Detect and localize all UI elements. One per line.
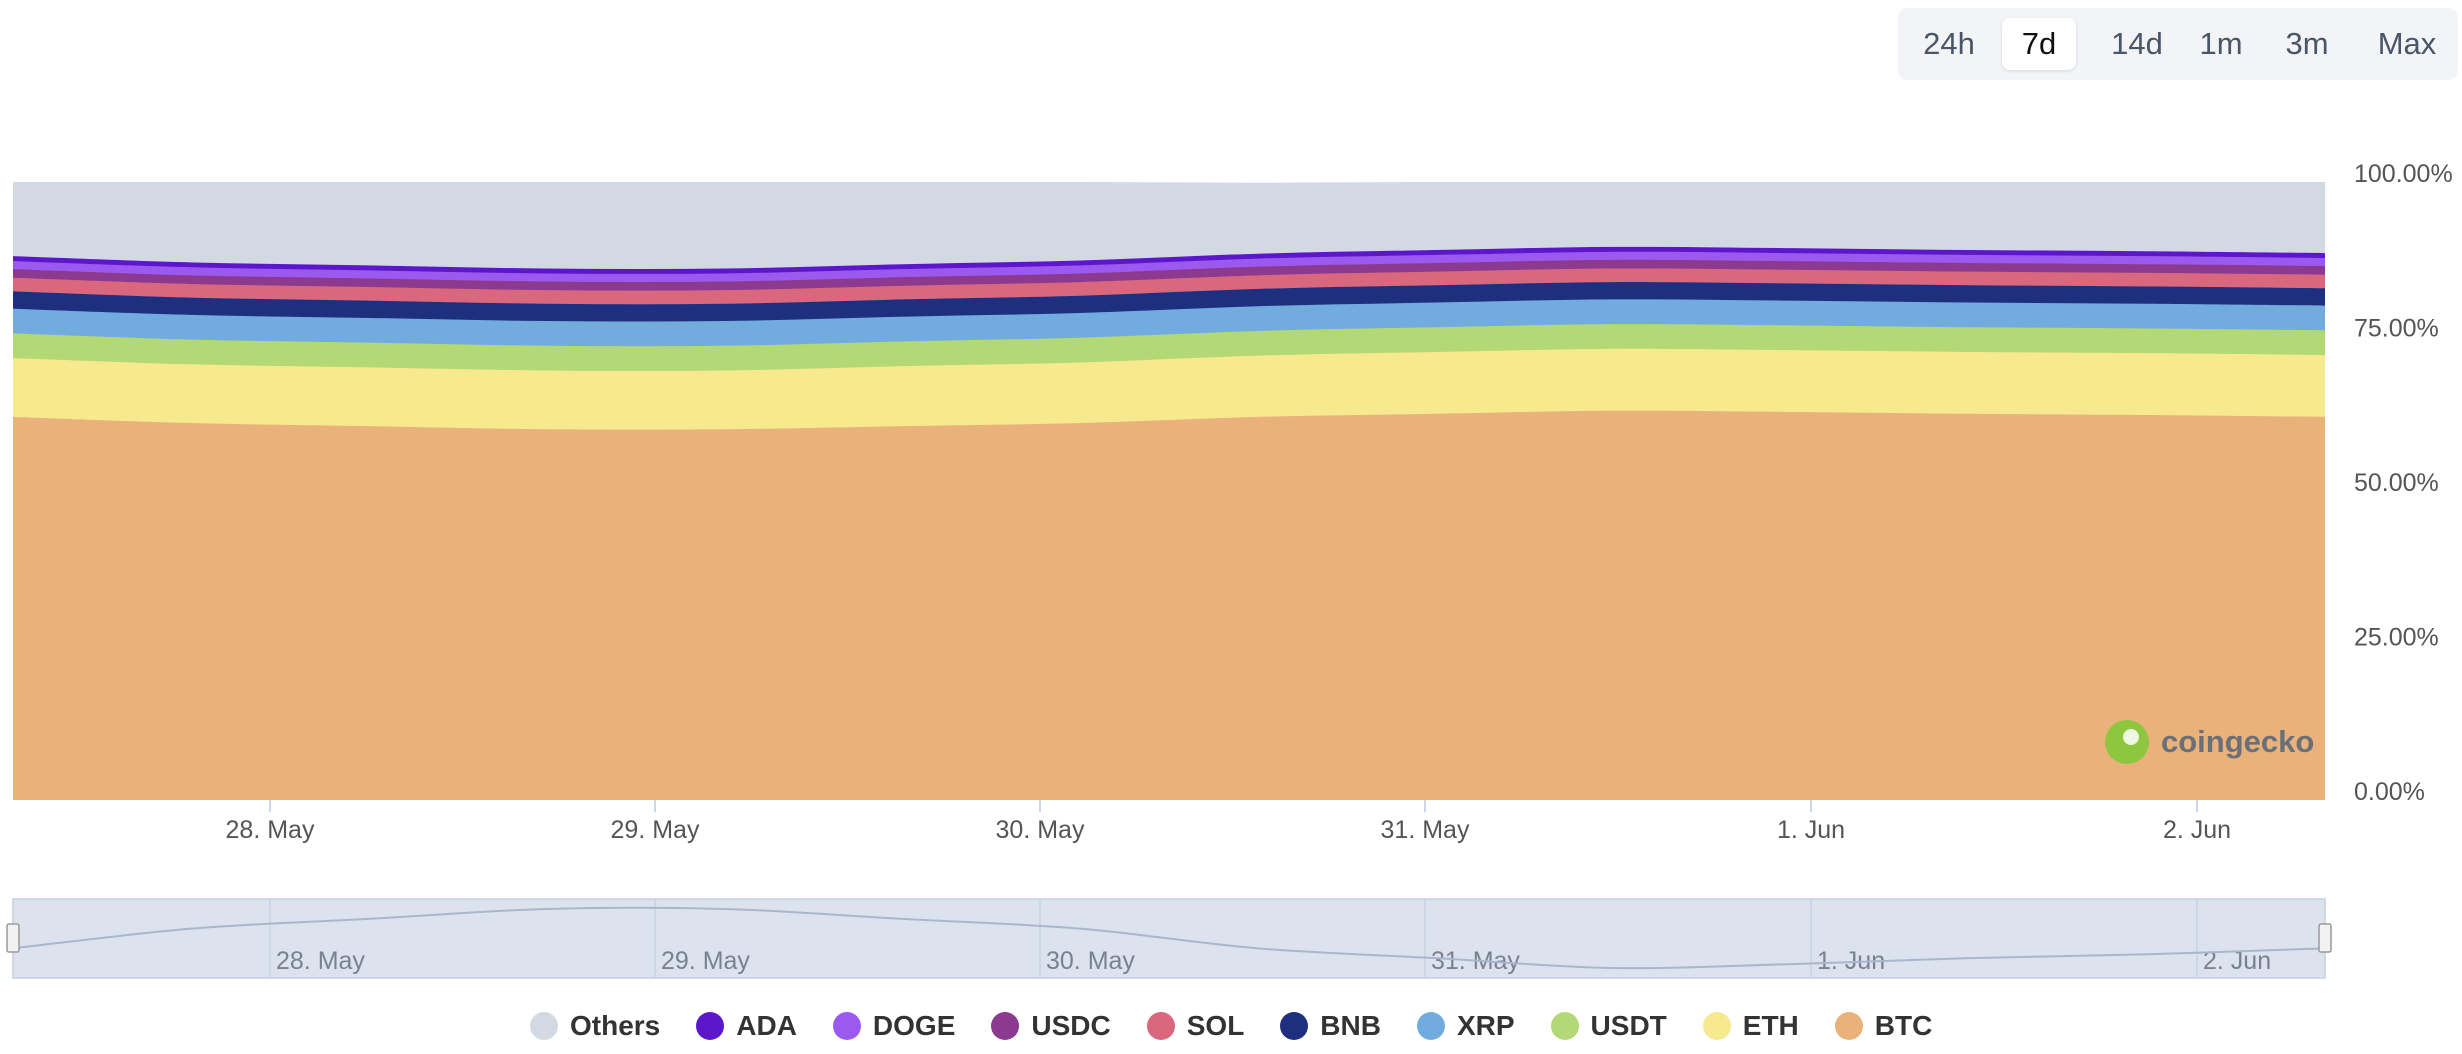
y-tick-label: 75.00%	[2354, 315, 2439, 343]
area-series-others	[13, 181, 2325, 269]
range-button-14d[interactable]: 14d	[2111, 26, 2163, 61]
legend-label: BNB	[1320, 1010, 1381, 1041]
legend-swatch	[696, 1012, 725, 1040]
coingecko-logo-icon	[2105, 720, 2149, 764]
legend-item-others[interactable]: Others	[530, 1010, 660, 1042]
navigator-line	[12, 906, 2326, 970]
area-series-btc	[13, 410, 2325, 800]
watermark-text: coingecko	[2161, 724, 2315, 759]
area-series-ada	[13, 246, 2325, 274]
legend-swatch	[530, 1012, 558, 1040]
legend-swatch	[1146, 1012, 1175, 1040]
y-tick-label: 100.00%	[2354, 160, 2453, 188]
legend-label: USDC	[1031, 1010, 1111, 1041]
y-tick-label: 0.00%	[2354, 778, 2425, 806]
stacked-area-chart: 28. May 29. May 30. May 31. May 1. Jun 2. Jun…	[6, 160, 2453, 979]
legend-label: XRP	[1456, 1010, 1515, 1041]
legend-label: Others	[570, 1010, 661, 1041]
legend-label: ADA	[736, 1010, 797, 1041]
x-tick-label: 29. May	[611, 816, 700, 844]
chart-legend: Others ADA DOGE USDC SOL BNB XRP USDT ETH BTC	[530, 1006, 1968, 1046]
range-button-3m[interactable]: 3m	[2285, 26, 2329, 61]
legend-swatch	[832, 1012, 861, 1040]
area-series-bnb	[13, 282, 2325, 322]
legend-item-usdt[interactable]: USDT	[1550, 1010, 1667, 1042]
area-series-eth	[13, 348, 2325, 430]
legend-item-btc[interactable]: BTC	[1834, 1010, 1933, 1042]
legend-label: DOGE	[872, 1010, 956, 1041]
area-series-usdt	[13, 324, 2325, 371]
legend-item-eth[interactable]: ETH	[1702, 1010, 1799, 1042]
x-tick-label: 31. May	[1381, 816, 1470, 844]
area-series-xrp	[13, 299, 2325, 347]
range-button-7d[interactable]: 7d	[2002, 18, 2076, 70]
navigator-left-handle[interactable]	[6, 923, 20, 953]
navigator-tick-label: 30. May	[1046, 947, 1135, 975]
range-button-1m[interactable]: 1m	[2199, 26, 2243, 61]
legend-item-ada[interactable]: ADA	[696, 1010, 797, 1042]
range-button-24h[interactable]: 24h	[1923, 26, 1975, 61]
range-button-max[interactable]: Max	[2377, 26, 2437, 61]
legend-swatch	[991, 1012, 1020, 1040]
legend-label: USDT	[1590, 1010, 1667, 1041]
legend-item-sol[interactable]: SOL	[1146, 1010, 1245, 1042]
navigator-tick-label: 28. May	[276, 947, 365, 975]
navigator-right-handle[interactable]	[2318, 923, 2332, 953]
x-tick-label: 28. May	[226, 816, 315, 844]
y-tick-label: 50.00%	[2354, 469, 2439, 497]
legend-swatch	[1550, 1012, 1579, 1040]
legend-swatch	[1280, 1012, 1309, 1040]
range-selector	[1898, 8, 2458, 80]
legend-item-bnb[interactable]: BNB	[1280, 1010, 1381, 1042]
area-series-sol	[13, 268, 2325, 305]
x-tick-label: 1. Jun	[1777, 816, 1845, 844]
legend-swatch	[1702, 1012, 1731, 1040]
x-tick-label: 2. Jun	[2163, 816, 2231, 844]
legend-item-usdc[interactable]: USDC	[991, 1010, 1111, 1042]
navigator-tick-label: 29. May	[661, 947, 750, 975]
x-tick-label: 30. May	[996, 816, 1085, 844]
legend-label: SOL	[1186, 1010, 1245, 1041]
legend-label: BTC	[1874, 1010, 1933, 1041]
legend-item-xrp[interactable]: XRP	[1416, 1010, 1515, 1042]
legend-item-doge[interactable]: DOGE	[832, 1010, 956, 1042]
legend-swatch	[1834, 1012, 1863, 1040]
y-tick-label: 25.00%	[2354, 624, 2439, 652]
coingecko-watermark: coingecko	[2105, 720, 2314, 764]
legend-label: ETH	[1742, 1010, 1799, 1041]
legend-swatch	[1416, 1012, 1445, 1040]
